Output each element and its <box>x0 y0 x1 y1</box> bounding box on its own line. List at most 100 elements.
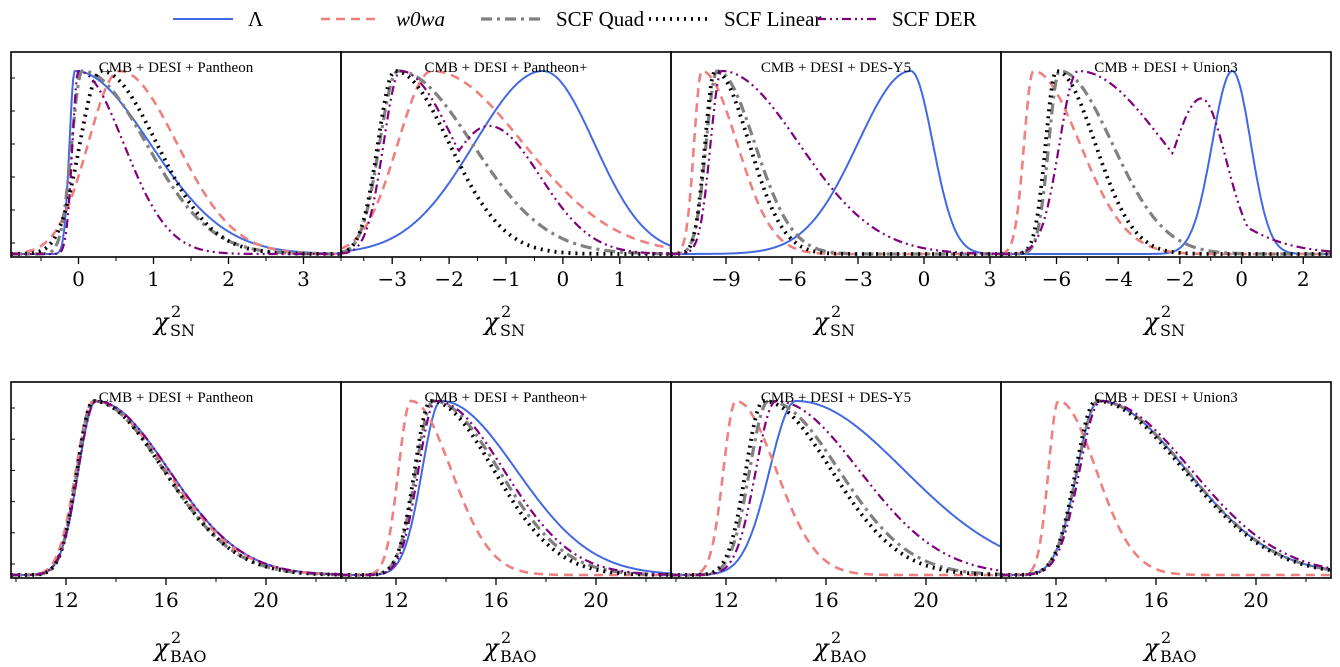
panel-title: CMB + DESI + Pantheon+ <box>425 60 588 76</box>
series-curve-2 <box>1001 69 1331 256</box>
x-tick-label: 1 <box>613 267 626 291</box>
legend-label-0: Λ <box>248 7 264 31</box>
series-curve-0 <box>671 400 1001 576</box>
series-curve-2 <box>341 399 671 577</box>
series-curve-4 <box>1001 399 1331 577</box>
panel-sn-1: CMB + DESI + Pantheon+ −3 −2 −1 0 1 χ 2SN <box>340 51 672 340</box>
series-curve-0 <box>1001 69 1331 255</box>
x-tick-label: 0 <box>72 267 85 291</box>
x-axis-label-sub: BAO <box>1160 647 1196 666</box>
panel-title: CMB + DESI + Pantheon+ <box>425 390 588 406</box>
x-tick-label: −6 <box>777 267 806 291</box>
panel-frame <box>340 381 672 579</box>
x-tick-label: 12 <box>53 588 78 612</box>
x-tick-label: −3 <box>377 267 406 291</box>
x-tick-label: −2 <box>1165 267 1194 291</box>
x-tick-label: 12 <box>713 588 738 612</box>
series-curve-1 <box>1001 399 1331 577</box>
x-axis-label-sup: 2 <box>831 628 841 647</box>
legend-label-1: w0wa <box>396 7 445 31</box>
x-axis-label: χ <box>1142 634 1160 662</box>
series-curve-2 <box>1001 399 1331 577</box>
x-tick-label: 20 <box>583 588 608 612</box>
x-axis-label: χ <box>1142 308 1160 336</box>
x-axis-label-sub: BAO <box>500 647 536 666</box>
x-axis-label: χ <box>812 634 830 662</box>
curves <box>341 69 671 256</box>
panel-frame <box>670 51 1002 258</box>
series-curve-4 <box>671 399 1001 577</box>
series-curve-1 <box>341 69 671 250</box>
x-axis-label: χ <box>482 634 500 662</box>
series-curve-2 <box>671 69 1001 256</box>
series-curve-1 <box>11 399 341 577</box>
panel-frame <box>670 381 1002 579</box>
x-tick-label: 20 <box>1243 588 1268 612</box>
x-tick-label: −3 <box>843 267 872 291</box>
series-curve-2 <box>11 69 341 256</box>
x-tick-label: 3 <box>297 267 310 291</box>
x-axis-label-sup: 2 <box>171 628 181 647</box>
x-tick-label: 16 <box>483 588 508 612</box>
x-axis-label: χ <box>152 634 170 662</box>
x-tick-label: 2 <box>1297 267 1310 291</box>
x-axis-label: χ <box>482 308 500 336</box>
curves <box>671 399 1001 577</box>
x-tick-label: 16 <box>813 588 838 612</box>
x-axis-label-sub: BAO <box>830 647 866 666</box>
x-tick-label: 20 <box>253 588 278 612</box>
series-curve-0 <box>341 70 671 253</box>
series-curve-3 <box>1001 399 1331 577</box>
x-tick-label: −2 <box>434 267 463 291</box>
x-tick-label: 0 <box>1235 267 1248 291</box>
panel-title: CMB + DESI + Union3 <box>1094 60 1238 76</box>
x-tick-label: −1 <box>491 267 520 291</box>
x-axis-label-sub: BAO <box>170 647 206 666</box>
panel-frame <box>1000 381 1332 579</box>
x-axis-label-sup: 2 <box>501 302 511 321</box>
series-curve-1 <box>341 399 671 577</box>
x-tick-label: −9 <box>711 267 740 291</box>
panel-title: CMB + DESI + DES-Y5 <box>761 60 911 76</box>
series-curve-4 <box>1001 69 1331 256</box>
series-curve-0 <box>1001 400 1331 576</box>
legend-label-4: SCF DER <box>892 7 977 31</box>
x-axis-label-sup: 2 <box>1161 628 1171 647</box>
series-curve-4 <box>11 69 341 256</box>
x-axis-label-sub: SN <box>500 321 525 340</box>
curves <box>671 69 1001 256</box>
series-curve-1 <box>671 69 1001 256</box>
series-curve-0 <box>671 70 1001 255</box>
x-tick-label: 2 <box>222 267 235 291</box>
x-tick-label: 16 <box>153 588 178 612</box>
panel-title: CMB + DESI + Union3 <box>1094 390 1238 406</box>
series-curve-2 <box>671 399 1001 577</box>
series-curve-3 <box>341 399 671 577</box>
x-axis-label: χ <box>152 308 170 336</box>
series-curve-3 <box>341 69 671 256</box>
panel-frame <box>1000 51 1332 258</box>
x-axis-label-sup: 2 <box>171 302 181 321</box>
curves <box>1001 69 1331 256</box>
curves <box>1001 399 1331 577</box>
x-tick-label: 20 <box>913 588 938 612</box>
series-curve-4 <box>341 69 671 255</box>
x-tick-label: 16 <box>1143 588 1168 612</box>
series-curve-0 <box>11 69 341 255</box>
panel-title: CMB + DESI + Pantheon <box>99 390 254 406</box>
series-curve-3 <box>671 399 1001 577</box>
x-tick-label: 12 <box>383 588 408 612</box>
series-curve-4 <box>11 399 341 577</box>
x-tick-label: 3 <box>984 267 997 291</box>
x-tick-label: 12 <box>1043 588 1068 612</box>
panel-title: CMB + DESI + DES-Y5 <box>761 390 911 406</box>
curves <box>341 399 671 577</box>
x-axis-label-sub: SN <box>830 321 855 340</box>
